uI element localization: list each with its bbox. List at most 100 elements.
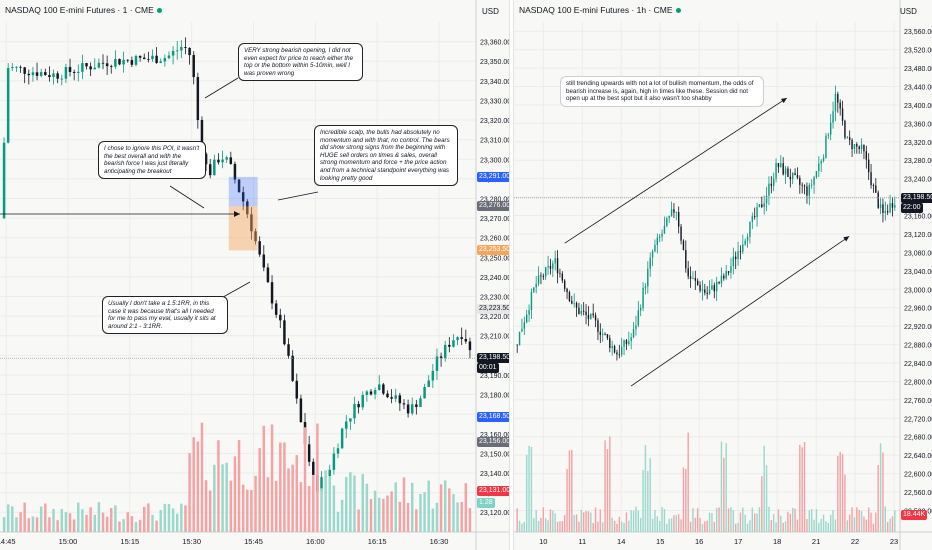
candle-body — [682, 240, 685, 251]
volume-bar — [770, 520, 773, 532]
x-tick-label: 10 — [539, 537, 547, 546]
chart-pane-1h[interactable]: 23,560.00 23,520.00 23,480.00 23,440.00 23,4… — [514, 0, 932, 550]
candle-body — [559, 273, 561, 275]
candle-body — [415, 404, 418, 408]
annotation-risk-reward[interactable]: Usually I don't take a 1.5:1RR, in this … — [102, 296, 228, 335]
x-tick-label: 11 — [578, 537, 586, 546]
candle-body — [571, 300, 573, 304]
volume-bar — [758, 507, 761, 532]
volume-bar — [623, 522, 625, 532]
volume-bar — [361, 474, 364, 532]
volume-bar — [27, 518, 31, 532]
candle-body — [889, 203, 891, 213]
candle-body — [549, 265, 552, 269]
candle-body — [637, 310, 640, 326]
candle-body — [777, 163, 780, 167]
candle-body — [689, 276, 692, 279]
candle-body — [656, 237, 659, 245]
candle-body — [241, 192, 245, 202]
pane-divider[interactable] — [509, 0, 514, 550]
volume-bar — [737, 522, 739, 532]
volume-bar — [568, 450, 571, 532]
volume-bar — [846, 520, 849, 532]
y-tick-label: 23,120.00 — [480, 510, 509, 517]
candle-body — [685, 250, 687, 269]
candle-body — [15, 66, 18, 68]
volume-bar — [601, 522, 604, 532]
volume-bar — [578, 521, 580, 532]
volume-bar — [283, 442, 286, 532]
y-tick-label: 22,840.00 — [904, 361, 932, 368]
chart-1min-canvas[interactable]: 23,360.00 23,350.00 23,340.00 23,330.00 23,3… — [0, 0, 509, 550]
candle-body — [587, 315, 590, 319]
volume-bar — [853, 517, 856, 532]
candle-body — [715, 281, 718, 292]
arrow-head-icon — [780, 98, 787, 104]
take-profit-zone — [228, 206, 258, 251]
candle-body — [530, 291, 533, 311]
volume-bar — [639, 517, 642, 532]
volume-bar — [516, 508, 518, 532]
volume-bar — [221, 464, 224, 532]
candle-body — [618, 354, 621, 356]
y-tick-label: 23,180.00 — [480, 393, 509, 400]
volume-bar — [651, 518, 654, 532]
candle-body — [423, 387, 426, 399]
volume-bar — [656, 516, 659, 532]
volume-bar — [573, 514, 575, 532]
chart-1h-canvas[interactable]: 23,560.00 23,520.00 23,480.00 23,440.00 23,4… — [514, 0, 932, 550]
volume-bar — [155, 520, 158, 532]
candle-body — [2, 142, 6, 219]
volume-bar — [378, 497, 381, 532]
annotation-ignored-poi[interactable]: I chose to ignore this POI, it wasn't th… — [98, 141, 206, 180]
volume-bar — [571, 449, 573, 532]
candle-body — [856, 144, 858, 147]
annotation-trend-note[interactable]: still trending upwards with not a lot of… — [560, 76, 764, 107]
candle-body — [651, 251, 654, 258]
candle-body — [85, 63, 88, 67]
candle-body — [670, 209, 673, 216]
volume-bar — [279, 442, 282, 532]
candle-body — [221, 159, 224, 163]
volume-bar — [886, 522, 889, 532]
candle-body — [328, 469, 331, 477]
volume-bar — [675, 515, 678, 532]
candle-body — [35, 72, 39, 76]
volume-bar — [777, 509, 780, 532]
candle-body — [639, 308, 642, 311]
y-tick-label: 23,320.00 — [480, 118, 509, 125]
candle-body — [386, 393, 389, 398]
currency-label: USD — [900, 7, 917, 16]
candle-body — [353, 403, 356, 419]
countdown-timer: 22:00 — [901, 202, 923, 213]
chart-pane-1min[interactable]: 23,360.00 23,350.00 23,340.00 23,330.00 23,3… — [0, 0, 509, 550]
price-tag: 23,156.00 — [477, 436, 509, 447]
volume-bar — [594, 507, 597, 532]
candle-body — [439, 356, 443, 358]
candle-body — [204, 153, 208, 165]
y-tick-label: 23,160.00 — [904, 214, 932, 221]
volume-bar — [97, 502, 101, 532]
candle-body — [378, 384, 381, 390]
candle-body — [192, 55, 195, 78]
candle-body — [262, 254, 266, 268]
y-tick-label: 23,330.00 — [480, 98, 509, 105]
candle-body — [677, 212, 680, 227]
annotation-incredible-scalp[interactable]: Incredible scalp, the bulls had absolute… — [314, 125, 458, 187]
volume-bar — [419, 493, 422, 532]
candle-body — [872, 185, 875, 186]
candle-body — [312, 461, 315, 475]
volume-bar — [530, 447, 533, 532]
volume-bar — [604, 440, 606, 532]
y-tick-label: 23,340.00 — [480, 79, 509, 86]
volume-bar — [353, 475, 356, 532]
y-tick-label: 23,270.00 — [480, 216, 509, 223]
candle-body — [398, 395, 402, 404]
annotation-bearish-opening[interactable]: VERY strong bearish opening, I did not e… — [238, 43, 363, 82]
price-tag: 23,168.50 — [477, 412, 509, 423]
y-tick-label: 23,150.00 — [480, 451, 509, 458]
candle-body — [875, 185, 877, 193]
volume-bar — [654, 509, 656, 532]
volume-bar — [431, 508, 435, 532]
candle-body — [250, 214, 253, 232]
